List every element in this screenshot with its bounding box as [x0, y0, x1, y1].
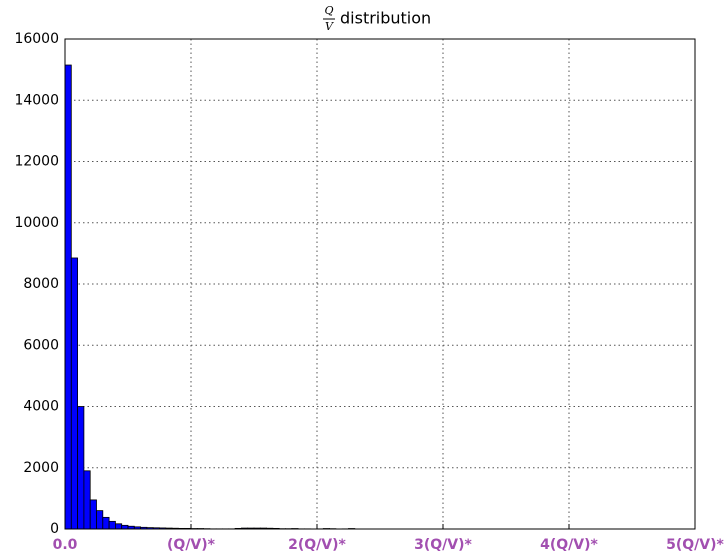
- y-tick-label: 10000: [14, 215, 59, 231]
- x-tick-label: 3(Q/V)*: [414, 537, 472, 553]
- x-tick-label: 5(Q/V)*: [666, 537, 724, 553]
- chart-title: distribution: [340, 9, 431, 28]
- bar: [77, 406, 85, 530]
- y-tick-label: 8000: [23, 276, 59, 292]
- bar: [89, 499, 97, 530]
- bar: [96, 510, 104, 530]
- x-tick-label: 2(Q/V)*: [288, 537, 346, 553]
- y-tick-label: 12000: [14, 154, 59, 170]
- bar: [108, 520, 116, 530]
- x-tick-label: (Q/V)*: [167, 537, 216, 553]
- y-tick-label: 4000: [23, 399, 59, 415]
- x-tick-label: 0.0: [53, 537, 78, 553]
- title-numerator: Q: [324, 4, 333, 17]
- bar: [102, 516, 110, 530]
- y-tick-label: 2000: [23, 460, 59, 476]
- plot-frame: [64, 38, 696, 530]
- bar: [83, 470, 91, 530]
- title-denominator: V: [325, 20, 334, 33]
- bar: [121, 524, 129, 530]
- x-tick-label: 4(Q/V)*: [540, 537, 598, 553]
- bar: [70, 257, 79, 530]
- y-tick-label: 14000: [14, 92, 59, 108]
- y-tick-label: 6000: [23, 337, 59, 353]
- bar: [115, 523, 123, 530]
- y-tick-label: 16000: [14, 31, 59, 47]
- y-tick-label: 0: [50, 521, 59, 537]
- bar: [64, 64, 72, 530]
